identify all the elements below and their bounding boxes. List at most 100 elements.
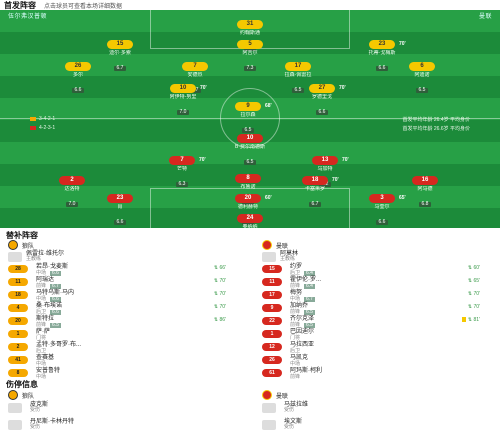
sub-row[interactable]: 12 马拉西亚 后卫 <box>262 342 500 355</box>
sub-row[interactable]: 11 霍伊伦·罗... 前锋 6.4 ⇅ 65' <box>262 277 500 290</box>
away-player[interactable]: 7 70' 芒特 6.3 <box>155 156 209 190</box>
player-rating: 6.5 <box>243 160 257 165</box>
sub-position: 前锋 <box>290 309 301 315</box>
sub-name: 约罗 <box>290 264 303 270</box>
sub-number: 17 <box>262 291 282 299</box>
home-color-dot <box>30 116 36 121</box>
home-player[interactable]: 17 拉森·佩雷拉 6.5 <box>271 62 325 96</box>
sub-on-minute: 70' <box>219 278 226 284</box>
subs-title: 替补阵容 <box>6 231 38 240</box>
sub-row[interactable]: 15 约罗 后卫 6.4 ⇅ 60' <box>262 264 500 277</box>
away-player[interactable]: 3 65' 马奎尔 6.6 <box>355 194 409 228</box>
shirt-icon: 2 <box>59 176 85 185</box>
injury-reason: 受伤 <box>30 407 41 413</box>
sub-position: 中场 <box>36 374 47 380</box>
sub-name: 加纳乔 <box>290 303 309 309</box>
away-player[interactable]: 18 70' 卡塞米罗 6.7 <box>288 176 342 210</box>
player-name: B·费尔南德斯 <box>234 144 265 150</box>
player-avatar <box>8 402 22 413</box>
manutd-badge-icon <box>262 390 272 400</box>
sub-row[interactable]: 28 若昂·戈麦斯 中场 6.6 ⇅ 66' <box>8 264 248 277</box>
sub-meta: 门将 <box>290 336 314 341</box>
home-coach-role: 主教练 <box>26 256 42 262</box>
player-name: 多尔 <box>72 72 83 78</box>
formation-row-away: 4-2-3-1 首发平均年龄 26.6岁 平均身价 <box>0 125 500 132</box>
sub-on-event: ⇅ 70' <box>214 278 226 284</box>
sub-off-icon: 70' <box>200 85 207 91</box>
sub-row[interactable]: 9 加纳乔 前锋 6.5 ⇅ 70' <box>262 303 500 316</box>
away-coach[interactable]: 阿莫林 主教练 <box>262 251 298 262</box>
injury-reason: 受伤 <box>284 424 295 430</box>
injury-row[interactable]: 马兹拉维 受伤 <box>262 402 308 413</box>
sub-position: 门将 <box>290 335 301 341</box>
sub-row[interactable]: 41 查赛基 中场 <box>8 355 248 368</box>
away-formation-line: 4-2-3-1 <box>30 125 55 132</box>
player-name: 芒特 <box>176 166 187 172</box>
sub-info: 斯特拉 前锋 6.5 <box>36 316 61 328</box>
sub-on-icon: ⇅ <box>213 278 220 284</box>
sub-on-minute: 65' <box>473 278 480 284</box>
home-player[interactable]: 23 70' 托蒂·戈梅斯 6.6 <box>355 40 409 74</box>
away-player[interactable]: 2 达洛特 7.0 <box>45 176 99 210</box>
home-player[interactable]: 15 迪尔·多索 6.7 <box>93 40 147 74</box>
sub-row[interactable]: 20 斯特拉 前锋 6.5 ⇅ 86' <box>8 316 248 329</box>
sub-row[interactable]: 18 马特乌斯·马内 中场 6.6 ⇅ 70' <box>8 290 248 303</box>
sub-meta: 前锋 6.5 <box>290 323 315 328</box>
sub-row[interactable]: 1 萨·萨 门将 <box>8 329 248 342</box>
player-name: 阿马德 <box>417 186 433 192</box>
home-coach[interactable]: 佩雷拉·维托尔 主教练 <box>8 251 64 262</box>
shirt-icon: 15 <box>107 40 133 49</box>
injury-reason: 受伤 <box>284 407 295 413</box>
player-rating: 6.5 <box>291 88 305 93</box>
shirt-icon: 17 <box>285 62 311 71</box>
sub-position: 中场 <box>36 270 47 276</box>
pitch-stripe <box>0 142 500 164</box>
player-number: 2 <box>70 177 74 183</box>
sub-meta: 中场 6.6 <box>36 297 74 302</box>
sub-on-minute: 70' <box>473 304 480 310</box>
sub-row[interactable]: 4 桑·布埃诺 后卫 6.6 ⇅ 70' <box>8 303 248 316</box>
sub-row[interactable]: 17 梅努 中场 6.7 ⇅ 70' <box>262 290 500 303</box>
sub-name: 齐尔克泽 <box>290 316 315 322</box>
player-name: 阿吉尔 <box>242 50 258 56</box>
sub-meta: 前锋 <box>290 375 322 380</box>
injuries-home-team: 狼队 <box>22 393 35 400</box>
away-player[interactable]: 24奥纳纳6.5 <box>223 214 277 228</box>
sub-row[interactable]: 22 齐尔克泽 前锋 6.5 ⇅ 81' <box>262 316 500 329</box>
home-player[interactable]: 9 68' 拉尔森 6.5 <box>221 102 275 136</box>
player-name: 卡塞米罗 <box>304 186 325 192</box>
sub-off-icon: 70' <box>399 41 406 47</box>
sub-on-icon: ⇅ <box>467 304 474 310</box>
sub-row[interactable]: 26 马凯克 中场 <box>262 355 500 368</box>
sub-on-icon: ⇅ <box>213 265 220 271</box>
sub-row[interactable]: 2 孟特·多哥罗·布... 后卫 <box>8 342 248 355</box>
player-number: 5 <box>248 41 252 47</box>
home-player[interactable]: 6 阿迪诺 6.5 <box>395 62 449 96</box>
injury-reason: 受伤 <box>30 424 41 430</box>
away-player[interactable]: 23 肖 6.6 <box>93 194 147 228</box>
injury-row[interactable]: 丹尼斯·卡林丹特 受伤 <box>8 419 74 430</box>
player-rating: 6.5 <box>415 88 429 93</box>
player-name: 阿伊特-努里 <box>169 94 197 100</box>
home-player[interactable]: 10 70' 阿伊特-努里 7.0 <box>156 84 210 118</box>
player-number: 3 <box>380 195 384 201</box>
injury-row[interactable]: 埃文斯 受伤 <box>262 419 302 430</box>
lineup-hint: 点击球员可查看本场详细数据 <box>44 3 123 10</box>
sub-row[interactable]: 61 阿玛斯·柯利 前锋 <box>262 368 500 381</box>
away-player[interactable]: 10 B·费尔南德斯 6.5 <box>223 134 277 168</box>
away-coach-role: 主教练 <box>280 256 296 262</box>
sub-row[interactable]: 8 安普鲁特 中场 <box>8 368 248 381</box>
sub-row[interactable]: 11 阿瑞达 前锋 6.7 ⇅ 70' <box>8 277 248 290</box>
sub-position: 中场 <box>36 296 47 302</box>
sub-number: 20 <box>8 317 28 325</box>
formation-row-home: 3-4-2-1 首发平均年龄 26.4岁 平均身价 <box>0 116 500 123</box>
away-player[interactable]: 16 阿马德 6.8 <box>398 176 452 210</box>
home-player[interactable]: 27 70' 罗德里戈 6.6 <box>295 84 349 118</box>
injury-row[interactable]: 皮克斯 受伤 <box>8 402 48 413</box>
home-player[interactable]: 5 阿吉尔 7.3 <box>223 40 277 74</box>
sub-on-event: ⇅ 81' <box>461 317 480 323</box>
home-player[interactable]: 26 多尔 6.6 <box>51 62 105 96</box>
sub-row[interactable]: 1 巴因迪尔 门将 <box>262 329 500 342</box>
player-name: 安德烈 <box>187 72 203 78</box>
sub-position: 前锋 <box>290 322 301 328</box>
